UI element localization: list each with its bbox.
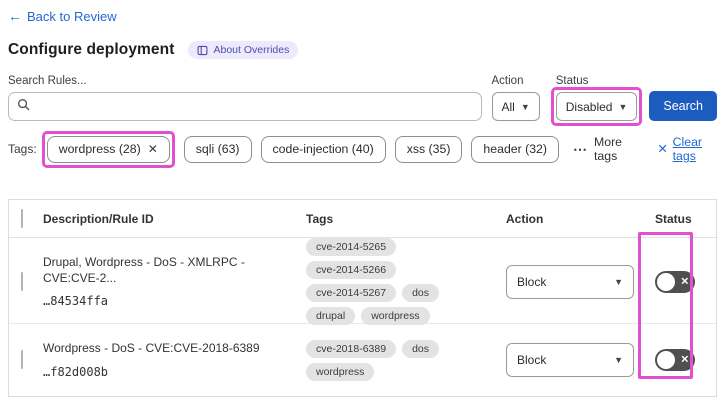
chevron-down-icon: ▼ [520, 101, 530, 112]
clear-x-icon: ✕ [657, 142, 668, 156]
action-filter-value: All [501, 99, 515, 114]
tag-pill-xss[interactable]: xss (35) [394, 135, 463, 163]
back-to-review-link[interactable]: ← Back to Review [8, 8, 117, 24]
search-rules-input[interactable] [36, 99, 473, 114]
tag-pill-label: sqli (63) [195, 142, 240, 156]
table-header-row: Description/Rule ID Tags Action Status [9, 200, 716, 238]
rule-id: …84534ffa [43, 294, 109, 309]
chevron-down-icon: ▼ [618, 101, 628, 112]
rule-tag: drupal [306, 307, 356, 325]
tag-pill-label: xss (35) [406, 142, 451, 156]
search-rules-label: Search Rules... [8, 75, 87, 87]
tag-pill-code-injection[interactable]: code-injection (40) [260, 135, 386, 163]
action-select-value: Block [517, 353, 547, 367]
status-toggle-off[interactable]: ✕ [655, 349, 695, 371]
wordpress-tag-annotation-highlight: wordpress (28) ✕ [41, 130, 175, 168]
toggle-knob [657, 351, 675, 369]
column-description: Description/Rule ID [43, 211, 154, 226]
tags-label: Tags: [8, 142, 37, 156]
rule-description: Wordpress - DoS - CVE:CVE-2018-6389 [43, 341, 260, 356]
table-row: Drupal, Wordpress - DoS - XMLRPC - CVE:C… [9, 238, 716, 325]
rule-tag: cve-2018-6389 [306, 339, 397, 358]
filter-row: Search Rules... Action All ▼ Status Disa… [8, 75, 717, 126]
book-icon [197, 45, 208, 56]
heading-row: Configure deployment About Overrides [8, 41, 717, 59]
rule-tag: wordpress [361, 307, 430, 325]
page-title: Configure deployment [8, 41, 175, 58]
rule-description: Drupal, Wordpress - DoS - XMLRPC - CVE:C… [43, 254, 245, 285]
column-action: Action [506, 211, 544, 226]
table-row: Wordpress - DoS - CVE:CVE-2018-6389 …f82… [9, 324, 716, 396]
status-filter-label: Status [555, 75, 589, 87]
action-filter-label: Action [491, 75, 524, 87]
tag-pill-wordpress[interactable]: wordpress (28) ✕ [46, 135, 170, 163]
rule-tag: cve-2014-5265 [306, 238, 397, 256]
action-filter-dropdown[interactable]: All ▼ [491, 92, 540, 121]
row-checkbox[interactable] [21, 350, 23, 369]
toggle-knob [657, 272, 675, 291]
rules-table: Description/Rule ID Tags Action Status D… [8, 199, 717, 397]
rule-tag: dos [402, 284, 439, 302]
clear-tags-label: Clear tags [672, 135, 703, 163]
rule-id: …f82d008b [43, 364, 109, 379]
status-filter-dropdown[interactable]: Disabled ▼ [555, 92, 638, 121]
column-status: Status [655, 211, 692, 226]
search-button[interactable]: Search [649, 91, 717, 121]
rule-tag: dos [402, 339, 439, 358]
chevron-down-icon: ▼ [614, 276, 623, 287]
status-filter-annotation-highlight: Disabled ▼ [550, 87, 643, 126]
chevron-down-icon: ▼ [614, 355, 623, 365]
ellipsis-icon: ⋯ [573, 140, 588, 157]
toggle-off-icon: ✕ [680, 354, 689, 366]
back-arrow-icon: ← [8, 8, 22, 24]
action-select[interactable]: Block ▼ [506, 264, 634, 299]
more-tags-button[interactable]: ⋯ More tags [573, 135, 636, 163]
remove-tag-icon[interactable]: ✕ [147, 142, 158, 156]
row-checkbox[interactable] [21, 271, 23, 291]
rule-tags: cve-2014-5265 cve-2014-5266 cve-2014-526… [306, 238, 506, 325]
rule-tag: cve-2014-5266 [306, 261, 397, 279]
clear-tags-link[interactable]: ✕ Clear tags [657, 135, 717, 163]
rule-tag: cve-2014-5267 [306, 284, 397, 302]
tag-pill-label: code-injection (40) [272, 142, 374, 156]
back-link-label: Back to Review [27, 8, 117, 24]
select-all-checkbox[interactable] [21, 208, 23, 228]
status-toggle-off[interactable]: ✕ [655, 270, 695, 293]
rule-tag: wordpress [306, 362, 375, 381]
tag-pill-label: header (32) [483, 142, 547, 156]
search-icon [17, 98, 36, 116]
status-filter-value: Disabled [565, 99, 613, 114]
tag-pill-sqli[interactable]: sqli (63) [183, 135, 252, 163]
toggle-off-icon: ✕ [680, 276, 689, 287]
column-tags: Tags [306, 211, 334, 226]
more-tags-label: More tags [594, 135, 623, 163]
search-box[interactable] [8, 92, 482, 121]
about-overrides-label: About Overrides [213, 44, 290, 56]
tags-bar: Tags: wordpress (28) ✕ sqli (63) code-in… [8, 130, 717, 168]
action-select-value: Block [517, 274, 547, 289]
about-overrides-badge[interactable]: About Overrides [188, 41, 299, 59]
tag-pill-header[interactable]: header (32) [471, 135, 559, 163]
action-select[interactable]: Block ▼ [506, 343, 634, 377]
tag-pill-label: wordpress (28) [58, 142, 141, 156]
rule-tags: cve-2018-6389 dos wordpress [306, 339, 506, 381]
